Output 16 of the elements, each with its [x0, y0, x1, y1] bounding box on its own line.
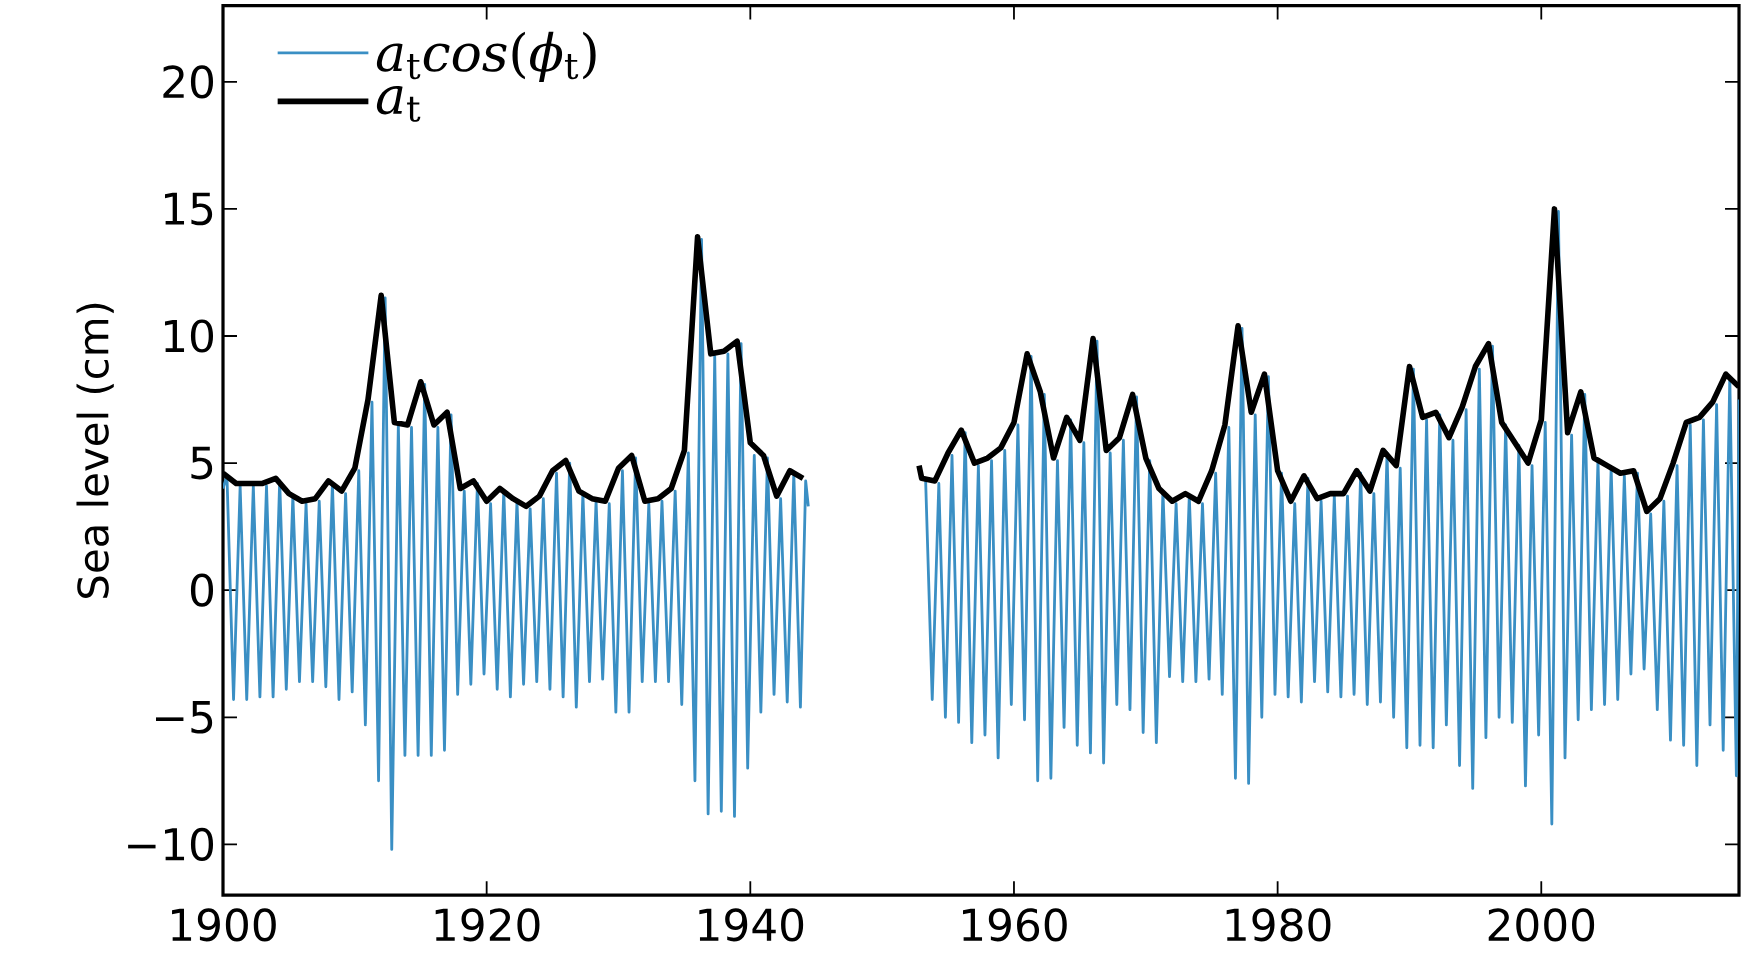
y-tick-label: −5 [156, 700, 213, 734]
y-tick-label: −10 [128, 827, 214, 861]
y-tick-label: 15 [164, 192, 213, 226]
y-tick-label: 20 [163, 65, 214, 99]
x-tick-label: 1920 [435, 908, 540, 942]
x-tick-label: 1960 [963, 908, 1067, 942]
y-axis-title: Sea level (cm) [76, 303, 114, 598]
y-tick-label: 0 [190, 573, 214, 607]
x-tick-label: 2000 [1488, 908, 1595, 942]
legend-label: a$_{t}$ [376, 86, 421, 122]
x-tick-label: 1940 [699, 908, 804, 942]
y-tick-label: 5 [191, 446, 213, 480]
legend-label: a$_{t}$cos(ϕ$_{t}$) [376, 31, 596, 82]
y-tick-label: 10 [164, 319, 214, 353]
x-tick-label: 1980 [1226, 908, 1331, 942]
x-tick-label: 1900 [172, 908, 276, 942]
